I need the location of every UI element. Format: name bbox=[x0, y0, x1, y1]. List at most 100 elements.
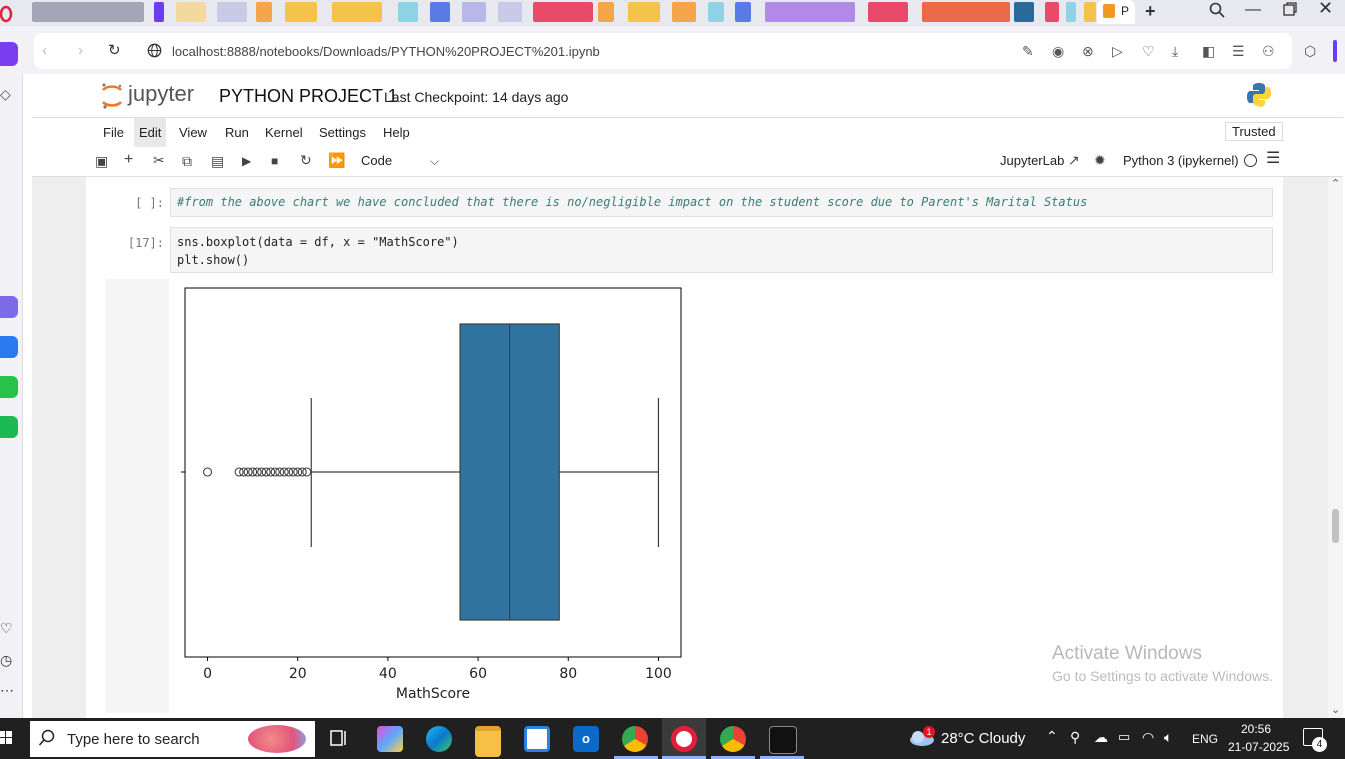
restart-run-all-icon[interactable]: ⏩ bbox=[328, 152, 346, 168]
maximize-window-icon[interactable] bbox=[1282, 2, 1298, 18]
jupyterlab-link[interactable]: JupyterLab bbox=[1000, 153, 1065, 168]
copilot-icon[interactable] bbox=[377, 726, 403, 752]
heart-icon[interactable]: ♡ bbox=[1142, 43, 1155, 59]
run-icon[interactable]: ▶ bbox=[242, 154, 252, 168]
active-tab[interactable]: P bbox=[1097, 0, 1135, 24]
terminal-icon[interactable] bbox=[769, 726, 797, 754]
trusted-indicator[interactable]: Trusted bbox=[1225, 122, 1283, 141]
menu-kernel[interactable]: Kernel bbox=[265, 125, 303, 140]
menu-file[interactable]: File bbox=[103, 125, 124, 140]
clock-time[interactable]: 20:56 bbox=[1241, 722, 1272, 736]
more-icon[interactable]: ⋯ bbox=[0, 682, 14, 698]
menu-run[interactable]: Run bbox=[225, 125, 249, 140]
weather-text[interactable]: 28°C Cloudy bbox=[941, 730, 1026, 747]
stop-icon[interactable]: ■ bbox=[271, 154, 279, 168]
forward-icon[interactable]: › bbox=[78, 42, 83, 59]
battery-saver-icon[interactable]: ◧ bbox=[1202, 43, 1216, 59]
chrome-profile-icon[interactable] bbox=[720, 726, 746, 752]
copy-icon[interactable]: ⧉ bbox=[182, 153, 192, 169]
notebook-title[interactable]: PYTHON PROJECT 1 bbox=[219, 86, 398, 106]
restart-icon[interactable]: ↻ bbox=[300, 152, 312, 168]
profile-icon[interactable]: ⚇ bbox=[1262, 43, 1275, 59]
wifi-icon[interactable]: ◠ bbox=[1142, 729, 1155, 745]
tab-favicon[interactable] bbox=[922, 2, 1010, 22]
tab-favicon[interactable] bbox=[462, 2, 486, 22]
tab-favicon[interactable] bbox=[332, 2, 382, 22]
tab-favicon[interactable] bbox=[628, 2, 660, 22]
cell-type-select[interactable]: Code bbox=[361, 153, 393, 168]
file-explorer-icon[interactable] bbox=[475, 726, 501, 757]
heart-icon[interactable]: ♡ bbox=[0, 620, 13, 636]
opera-logo[interactable] bbox=[0, 0, 14, 26]
external-link-icon[interactable]: ↗ bbox=[1068, 152, 1080, 168]
jupyter-logo-icon[interactable] bbox=[100, 82, 124, 110]
outlook-icon[interactable]: o bbox=[573, 726, 599, 752]
tab-favicon[interactable] bbox=[256, 2, 272, 22]
address-bar[interactable] bbox=[34, 33, 1292, 69]
tab-favicon[interactable] bbox=[176, 2, 206, 22]
scroll-down-icon[interactable]: ⌄ bbox=[1331, 704, 1341, 716]
site-info-icon[interactable] bbox=[146, 43, 162, 59]
history-icon[interactable]: ◷ bbox=[0, 652, 13, 668]
camera-icon[interactable]: ◉ bbox=[1052, 43, 1065, 59]
diamond-icon[interactable]: ◇ bbox=[0, 86, 11, 102]
jupyter-logo-text[interactable]: jupyter bbox=[128, 81, 195, 106]
tab-favicon[interactable] bbox=[533, 2, 593, 22]
windows-start-icon[interactable] bbox=[0, 728, 12, 748]
scrollbar-thumb[interactable] bbox=[1332, 509, 1339, 543]
meet-icon[interactable]: ⚲ bbox=[1070, 729, 1081, 745]
code-cell[interactable]: #from the above chart we have concluded … bbox=[170, 188, 1273, 217]
search-tabs-icon[interactable] bbox=[1208, 2, 1226, 20]
menu-view[interactable]: View bbox=[179, 125, 207, 140]
hamburger-menu-icon[interactable]: ☰ bbox=[1266, 150, 1281, 167]
player-icon[interactable]: ▷ bbox=[1112, 43, 1123, 59]
back-icon[interactable]: ‹ bbox=[42, 42, 47, 59]
home-icon[interactable] bbox=[0, 42, 18, 66]
tab-favicon[interactable] bbox=[154, 2, 164, 22]
tab-favicon[interactable] bbox=[217, 2, 247, 22]
edge-icon[interactable] bbox=[426, 726, 452, 752]
messenger-icon[interactable] bbox=[0, 336, 18, 358]
show-hidden-icons[interactable]: ⌃ bbox=[1046, 728, 1058, 744]
whatsapp-icon[interactable] bbox=[0, 376, 18, 398]
tab-favicon[interactable] bbox=[1066, 2, 1076, 22]
reload-icon[interactable]: ↻ bbox=[108, 42, 121, 59]
url-text[interactable]: localhost:8888/notebooks/Downloads/PYTHO… bbox=[172, 44, 600, 59]
aria-icon[interactable] bbox=[0, 296, 18, 318]
edit-icon[interactable]: ✎ bbox=[1022, 43, 1034, 59]
menu-settings[interactable]: Settings bbox=[319, 125, 366, 140]
tab-favicon[interactable] bbox=[672, 2, 696, 22]
extensions-icon[interactable]: ⬡ bbox=[1304, 43, 1317, 59]
scroll-up-icon[interactable]: ⌃ bbox=[1331, 178, 1341, 190]
kernel-name[interactable]: Python 3 (ipykernel) bbox=[1123, 153, 1239, 168]
chrome-icon[interactable] bbox=[622, 726, 648, 752]
tab-group[interactable] bbox=[32, 2, 144, 22]
tab-favicon[interactable] bbox=[765, 2, 855, 22]
debugger-icon[interactable]: ✹ bbox=[1094, 152, 1106, 168]
new-tab-icon[interactable]: + bbox=[1145, 1, 1156, 21]
paste-icon[interactable]: ▤ bbox=[211, 153, 225, 169]
tab-favicon[interactable] bbox=[1014, 2, 1034, 22]
chevron-down-icon[interactable]: ⌵ bbox=[430, 154, 440, 168]
minimize-window-icon[interactable]: — bbox=[1245, 1, 1261, 18]
tab-favicon[interactable] bbox=[735, 2, 751, 22]
task-view-icon[interactable] bbox=[330, 730, 348, 746]
tab-favicon[interactable] bbox=[398, 2, 418, 22]
download-icon[interactable]: ⤓ bbox=[1172, 43, 1179, 59]
cut-icon[interactable]: ✂ bbox=[153, 152, 165, 168]
tab-favicon[interactable] bbox=[1045, 2, 1059, 22]
taskbar-search-box[interactable]: Type here to search bbox=[30, 721, 315, 757]
tab-favicon[interactable] bbox=[498, 2, 522, 22]
menu-help[interactable]: Help bbox=[383, 125, 410, 140]
code-cell[interactable]: sns.boxplot(data = df, x = "MathScore") … bbox=[170, 227, 1273, 273]
opera-icon[interactable] bbox=[671, 726, 697, 752]
tab-favicon[interactable] bbox=[598, 2, 614, 22]
store-icon[interactable] bbox=[524, 726, 550, 752]
language-indicator[interactable]: ENG bbox=[1192, 732, 1219, 746]
vertical-scrollbar[interactable]: ⌃ ⌄ bbox=[1328, 177, 1343, 718]
save-icon[interactable]: ▣ bbox=[95, 153, 109, 169]
close-window-icon[interactable]: ✕ bbox=[1318, 0, 1334, 18]
insert-cell-icon[interactable]: + bbox=[124, 151, 134, 168]
tab-favicon[interactable] bbox=[430, 2, 450, 22]
cloud-offline-icon[interactable]: ☁ bbox=[1094, 729, 1108, 745]
